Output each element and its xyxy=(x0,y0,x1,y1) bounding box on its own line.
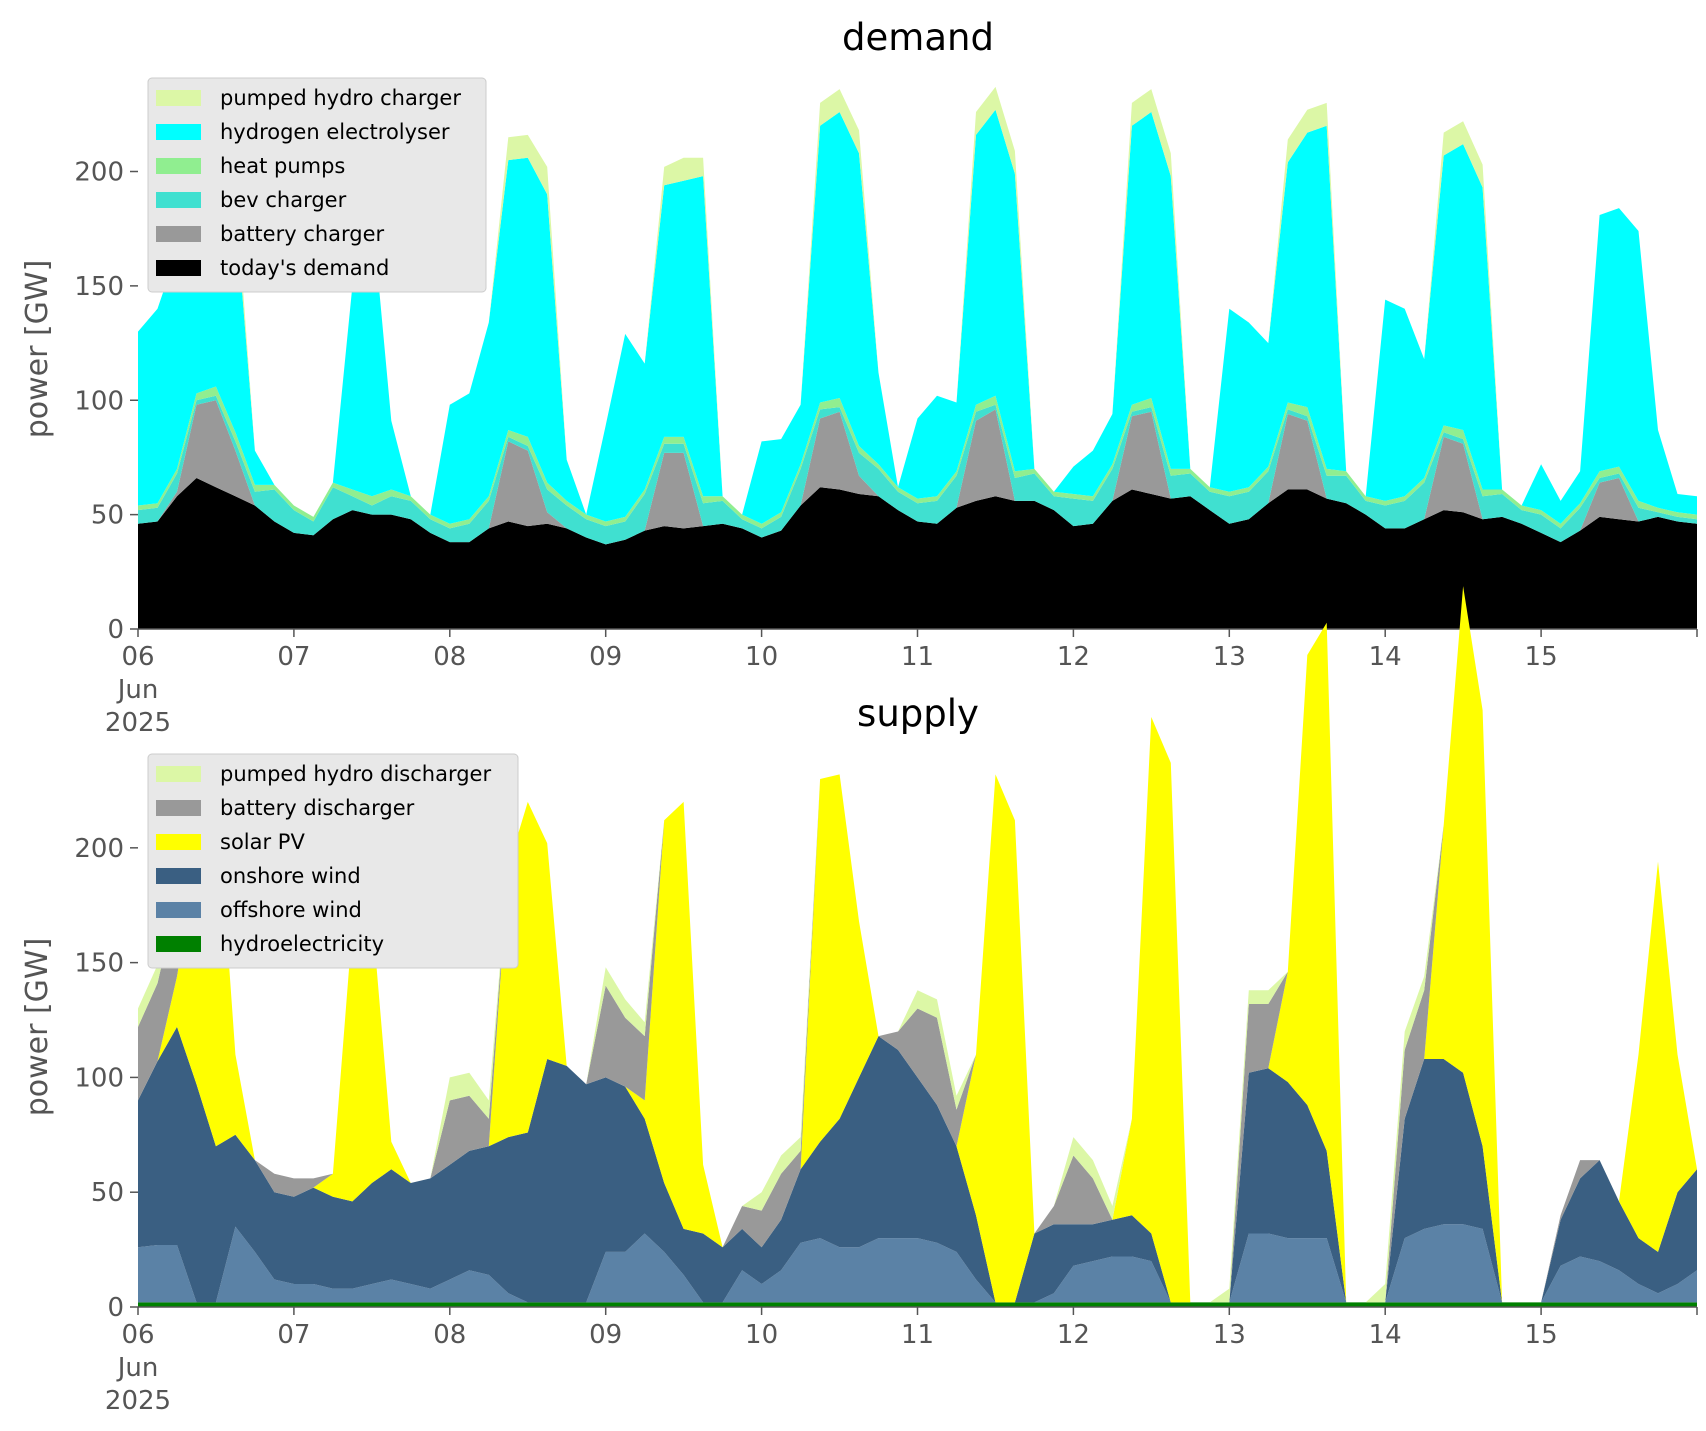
y-ticks: 0 50 100 150 200 xyxy=(74,834,138,1323)
area-solar-pv xyxy=(138,586,1697,1303)
legend-swatch xyxy=(156,936,201,952)
area-offshore-wind xyxy=(138,1224,1697,1303)
y-tick-label: 0 xyxy=(107,615,124,645)
x-tick-label: 09 xyxy=(589,642,622,672)
x-tick-label: 15 xyxy=(1525,642,1558,672)
legend-swatch xyxy=(156,902,201,918)
legend-swatch xyxy=(156,90,201,106)
x-tick-label: 07 xyxy=(277,642,310,672)
y-tick-label: 100 xyxy=(74,386,124,416)
y-axis-label: power [GW] xyxy=(20,938,55,1117)
legend: pumped hydro discharger battery discharge… xyxy=(147,753,519,969)
x-tick-label: 13 xyxy=(1213,1320,1246,1350)
legend-label: bev charger xyxy=(220,188,347,212)
area-onshore-wind xyxy=(138,1026,1697,1303)
x-tick-label: 10 xyxy=(745,642,778,672)
x-tick-label: 2025 xyxy=(105,708,171,738)
x-tick-label: 08 xyxy=(433,642,466,672)
legend-label: hydrogen electrolyser xyxy=(220,120,450,144)
chart-title: supply xyxy=(857,692,979,735)
demand-chart: demand power [GW] 0 50 100 150 200 06Jun2025… xyxy=(20,16,1698,738)
x-tick-label: 06 xyxy=(121,1320,154,1350)
y-ticks: 0 50 100 150 200 xyxy=(74,158,138,645)
y-axis-label: power [GW] xyxy=(20,260,55,439)
x-tick-label: Jun xyxy=(116,675,159,705)
y-tick-label: 200 xyxy=(74,158,124,188)
area-battery-charger xyxy=(138,400,1697,545)
legend-swatch xyxy=(156,800,201,816)
legend-label: battery discharger xyxy=(220,796,415,820)
y-tick-label: 200 xyxy=(74,834,124,864)
legend-swatch xyxy=(156,868,201,884)
x-tick-label: 11 xyxy=(901,642,934,672)
x-tick-label: 14 xyxy=(1369,642,1402,672)
stacked-areas xyxy=(138,86,1697,629)
x-tick-label: 10 xyxy=(745,1320,778,1350)
y-tick-label: 50 xyxy=(91,1178,124,1208)
x-tick-label: 13 xyxy=(1213,642,1246,672)
stacked-areas xyxy=(138,586,1697,1307)
x-tick-label: 2025 xyxy=(105,1386,171,1416)
x-tick-label: 12 xyxy=(1057,642,1090,672)
x-tick-label: 14 xyxy=(1369,1320,1402,1350)
area-bev-charger xyxy=(138,395,1697,545)
legend-label: heat pumps xyxy=(220,154,345,178)
x-tick-label: 07 xyxy=(277,1320,310,1350)
legend-label: pumped hydro discharger xyxy=(220,762,491,786)
legend-swatch xyxy=(156,158,201,174)
area-today-s-demand xyxy=(138,478,1697,629)
y-tick-label: 150 xyxy=(74,272,124,302)
legend-label: hydroelectricity xyxy=(220,932,384,956)
legend-swatch xyxy=(156,192,201,208)
x-tick-label: 12 xyxy=(1057,1320,1090,1350)
x-tick-label: 06 xyxy=(121,642,154,672)
y-tick-label: 0 xyxy=(107,1293,124,1323)
x-tick-label: 15 xyxy=(1525,1320,1558,1350)
legend-label: today's demand xyxy=(220,256,389,280)
area-heat-pumps xyxy=(138,386,1697,529)
x-tick-label: 08 xyxy=(433,1320,466,1350)
legend: pumped hydro charger hydrogen electrolyse… xyxy=(147,77,487,293)
y-tick-label: 150 xyxy=(74,949,124,979)
y-tick-label: 50 xyxy=(91,501,124,531)
legend-label: onshore wind xyxy=(220,864,361,888)
legend-label: offshore wind xyxy=(220,898,362,922)
legend-swatch xyxy=(156,260,201,276)
area-hydroelectricity xyxy=(138,1302,1697,1307)
legend-box xyxy=(147,77,487,293)
legend-swatch xyxy=(156,766,201,782)
x-tick-label: 09 xyxy=(589,1320,622,1350)
legend-label: battery charger xyxy=(220,222,385,246)
area-hydrogen-electrolyser xyxy=(138,102,1697,524)
legend-swatch xyxy=(156,834,201,850)
legend-swatch xyxy=(156,124,201,140)
chart-title: demand xyxy=(842,16,994,59)
legend-label: pumped hydro charger xyxy=(220,86,461,110)
x-tick-label: Jun xyxy=(116,1353,159,1383)
legend-box xyxy=(147,753,519,969)
legend-swatch xyxy=(156,226,201,242)
legend-label: solar PV xyxy=(220,830,305,854)
y-tick-label: 100 xyxy=(74,1063,124,1093)
x-tick-label: 11 xyxy=(901,1320,934,1350)
